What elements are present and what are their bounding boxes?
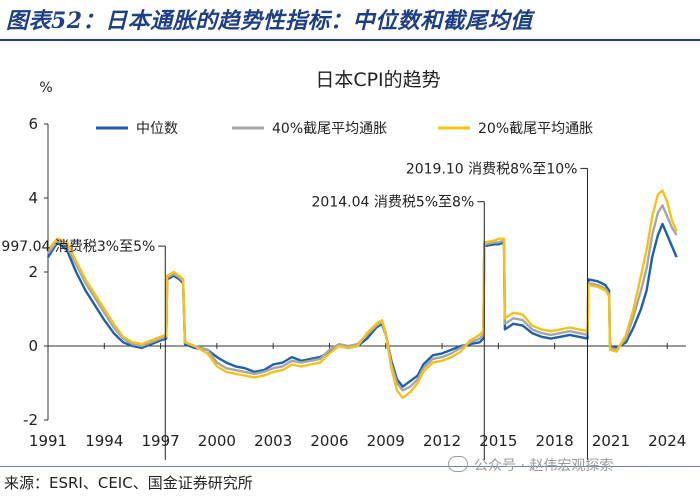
annotation-layer: 1997.04 消费税3%至5% 2014.04 消费税5%至8% 2019.10 … <box>0 161 588 460</box>
series-layer <box>46 189 678 399</box>
x-tick-label: 1991 <box>29 432 67 450</box>
y-tick-label: 4 <box>28 189 38 207</box>
y-tick-label: 0 <box>28 337 38 355</box>
y-axis-unit-label: % <box>39 80 52 96</box>
x-tick-label: 2021 <box>592 432 630 450</box>
title-underline <box>0 39 700 41</box>
series-line-3 <box>47 189 678 399</box>
legend-label: 中位数 <box>136 121 178 137</box>
x-tick-label: 1997 <box>141 432 179 450</box>
x-tick-label: 2003 <box>254 432 292 450</box>
legend-label: 20%截尾平均通胀 <box>478 121 593 137</box>
annotation-label: 2019.10 消费税8%至10% <box>406 161 578 177</box>
x-tick-label: 2012 <box>423 432 461 450</box>
chart-legend: 中位数 40%截尾平均通胀 20%截尾平均通胀 <box>96 121 593 137</box>
series-line-2 <box>47 204 678 392</box>
legend-label: 40%截尾平均通胀 <box>272 121 387 137</box>
annotation-label: 2014.04 消费税5%至8% <box>312 195 475 211</box>
chart-axes: -2 0 2 4 6 1991 1994 1997 2000 2003 2006 2009 2012 20… <box>23 115 686 450</box>
figure-title: 图表52：日本通胀的趋势性指标：中位数和截尾均值 <box>6 8 533 34</box>
title-bar: 图表52：日本通胀的趋势性指标：中位数和截尾均值 <box>0 0 700 41</box>
x-tick-label: 2015 <box>479 432 517 450</box>
chart-title: 日本CPI的趋势 <box>315 69 440 91</box>
wechat-icon <box>448 456 468 472</box>
footer-divider <box>0 466 700 467</box>
watermark-text: 公众号 · 赵伟宏观探索 <box>474 458 614 474</box>
y-tick-label: 6 <box>28 115 38 133</box>
x-tick-label: 1994 <box>85 432 123 450</box>
x-tick-label: 2000 <box>198 432 236 450</box>
watermark: 公众号 · 赵伟宏观探索 <box>448 455 613 475</box>
cpi-trend-chart: 日本CPI的趋势 % -2 0 2 4 6 1991 1994 1997 2000 2003 200… <box>0 69 686 460</box>
x-tick-label: 2018 <box>536 432 574 450</box>
x-tick-label: 2024 <box>648 432 686 450</box>
source-note: 来源：ESRI、CEIC、国金证券研究所 <box>4 474 253 492</box>
x-tick-label: 2006 <box>310 432 348 450</box>
x-tick-label: 2009 <box>367 432 405 450</box>
y-tick-label: -2 <box>23 411 38 429</box>
annotation-label: 1997.04 消费税3%至5% <box>0 239 155 255</box>
y-tick-label: 2 <box>28 263 38 281</box>
